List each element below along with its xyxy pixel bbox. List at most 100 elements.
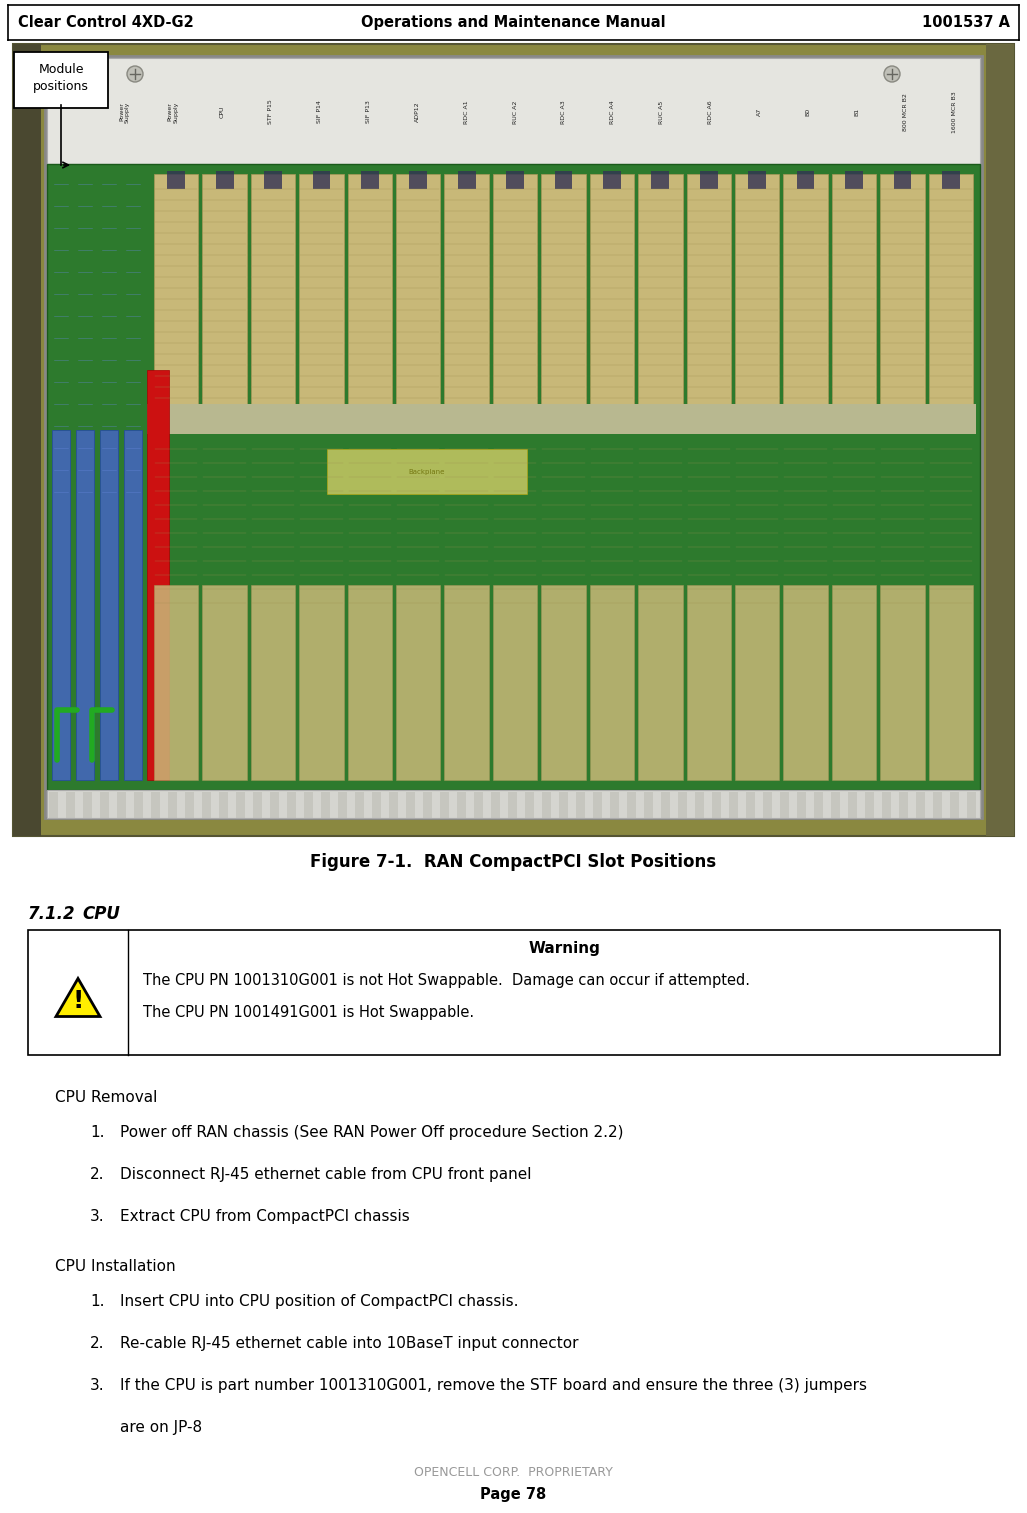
FancyBboxPatch shape	[638, 586, 683, 781]
Text: RUC A5: RUC A5	[659, 100, 664, 124]
Text: CPU Installation: CPU Installation	[55, 1259, 176, 1274]
Text: Power
Supply: Power Supply	[167, 101, 179, 123]
FancyBboxPatch shape	[986, 44, 1014, 837]
FancyBboxPatch shape	[967, 791, 976, 819]
FancyBboxPatch shape	[779, 791, 789, 819]
FancyBboxPatch shape	[880, 586, 924, 781]
FancyBboxPatch shape	[832, 586, 876, 781]
FancyBboxPatch shape	[651, 171, 670, 189]
FancyBboxPatch shape	[589, 586, 634, 781]
FancyBboxPatch shape	[264, 171, 282, 189]
Text: The CPU PN 1001491G001 is Hot Swappable.: The CPU PN 1001491G001 is Hot Swappable.	[143, 1005, 474, 1020]
FancyBboxPatch shape	[253, 791, 262, 819]
Text: Backplane: Backplane	[409, 469, 445, 475]
FancyBboxPatch shape	[814, 791, 823, 819]
FancyBboxPatch shape	[117, 791, 126, 819]
FancyBboxPatch shape	[542, 791, 551, 819]
FancyBboxPatch shape	[287, 791, 296, 819]
Text: Power
Supply: Power Supply	[119, 101, 129, 123]
FancyBboxPatch shape	[699, 171, 718, 189]
FancyBboxPatch shape	[493, 174, 537, 404]
Text: SIF P14: SIF P14	[317, 100, 322, 124]
FancyBboxPatch shape	[202, 586, 246, 781]
FancyBboxPatch shape	[270, 791, 279, 819]
FancyBboxPatch shape	[76, 430, 94, 781]
FancyBboxPatch shape	[928, 586, 973, 781]
Text: 1001537 A: 1001537 A	[922, 15, 1010, 30]
FancyBboxPatch shape	[784, 174, 828, 404]
Text: !: !	[72, 990, 83, 1014]
FancyBboxPatch shape	[899, 791, 908, 819]
FancyBboxPatch shape	[933, 791, 942, 819]
FancyBboxPatch shape	[410, 171, 427, 189]
Text: Re-cable RJ-45 ethernet cable into 10BaseT input connector: Re-cable RJ-45 ethernet cable into 10Bas…	[120, 1336, 578, 1351]
FancyBboxPatch shape	[493, 586, 537, 781]
Text: CPU: CPU	[220, 106, 225, 118]
FancyBboxPatch shape	[678, 791, 687, 819]
FancyBboxPatch shape	[784, 586, 828, 781]
FancyBboxPatch shape	[47, 163, 980, 790]
Text: A7: A7	[757, 107, 762, 117]
Text: Clear Control 4XD-G2: Clear Control 4XD-G2	[18, 15, 194, 30]
FancyBboxPatch shape	[440, 791, 449, 819]
FancyBboxPatch shape	[525, 791, 534, 819]
FancyBboxPatch shape	[100, 791, 109, 819]
FancyBboxPatch shape	[865, 791, 874, 819]
FancyBboxPatch shape	[185, 791, 194, 819]
FancyBboxPatch shape	[83, 791, 92, 819]
FancyBboxPatch shape	[13, 44, 41, 837]
FancyBboxPatch shape	[389, 791, 398, 819]
FancyBboxPatch shape	[28, 930, 1000, 1055]
FancyBboxPatch shape	[880, 174, 924, 404]
Circle shape	[127, 67, 143, 82]
FancyBboxPatch shape	[893, 171, 911, 189]
FancyBboxPatch shape	[147, 404, 976, 434]
FancyBboxPatch shape	[555, 171, 572, 189]
FancyBboxPatch shape	[831, 791, 840, 819]
FancyBboxPatch shape	[66, 791, 75, 819]
FancyBboxPatch shape	[100, 430, 118, 781]
FancyBboxPatch shape	[348, 174, 392, 404]
FancyBboxPatch shape	[219, 791, 228, 819]
FancyBboxPatch shape	[372, 791, 381, 819]
FancyBboxPatch shape	[312, 171, 331, 189]
Text: 2.: 2.	[90, 1336, 105, 1351]
FancyBboxPatch shape	[45, 56, 982, 819]
FancyBboxPatch shape	[763, 791, 772, 819]
FancyBboxPatch shape	[47, 57, 980, 163]
Text: RUC A2: RUC A2	[512, 100, 518, 124]
Text: 800 MCR B2: 800 MCR B2	[904, 94, 908, 132]
FancyBboxPatch shape	[735, 174, 779, 404]
FancyBboxPatch shape	[644, 791, 653, 819]
FancyBboxPatch shape	[712, 791, 721, 819]
FancyBboxPatch shape	[942, 171, 959, 189]
FancyBboxPatch shape	[882, 791, 891, 819]
Text: 2.: 2.	[90, 1167, 105, 1182]
FancyBboxPatch shape	[124, 430, 142, 781]
Text: 1.: 1.	[90, 1294, 105, 1309]
FancyBboxPatch shape	[627, 791, 636, 819]
FancyBboxPatch shape	[695, 791, 703, 819]
Text: RDC A6: RDC A6	[708, 100, 713, 124]
FancyBboxPatch shape	[47, 790, 980, 819]
FancyBboxPatch shape	[154, 174, 198, 404]
FancyBboxPatch shape	[396, 586, 441, 781]
FancyBboxPatch shape	[832, 174, 876, 404]
FancyBboxPatch shape	[506, 171, 524, 189]
FancyBboxPatch shape	[848, 791, 857, 819]
Text: Disconnect RJ-45 ethernet cable from CPU front panel: Disconnect RJ-45 ethernet cable from CPU…	[120, 1167, 532, 1182]
Text: B0: B0	[805, 107, 810, 117]
FancyBboxPatch shape	[251, 586, 295, 781]
Text: Operations and Maintenance Manual: Operations and Maintenance Manual	[360, 15, 665, 30]
FancyBboxPatch shape	[593, 791, 602, 819]
Text: RDC A3: RDC A3	[562, 100, 567, 124]
FancyBboxPatch shape	[154, 586, 198, 781]
FancyBboxPatch shape	[445, 586, 489, 781]
FancyBboxPatch shape	[321, 791, 330, 819]
FancyBboxPatch shape	[147, 371, 169, 781]
FancyBboxPatch shape	[327, 449, 527, 495]
FancyBboxPatch shape	[589, 174, 634, 404]
FancyBboxPatch shape	[134, 791, 143, 819]
FancyBboxPatch shape	[457, 791, 466, 819]
FancyBboxPatch shape	[168, 791, 177, 819]
